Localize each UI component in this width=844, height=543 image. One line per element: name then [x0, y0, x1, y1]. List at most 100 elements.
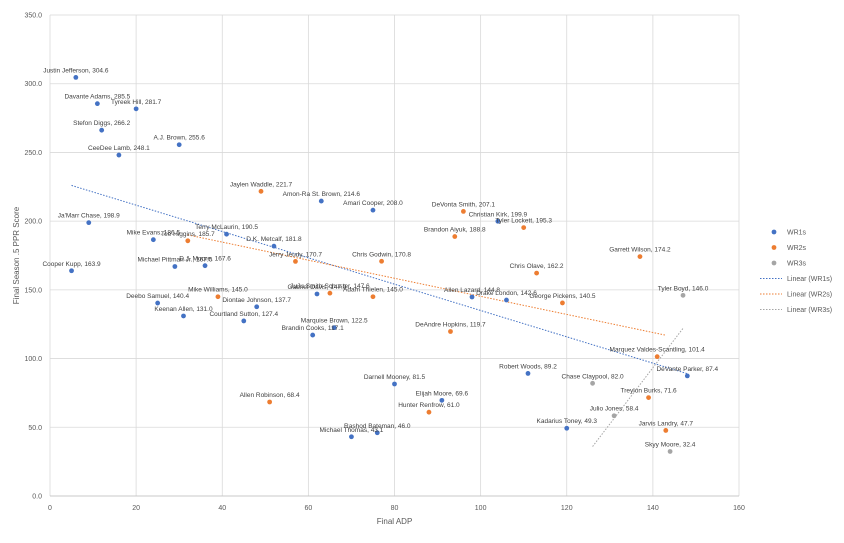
data-point [379, 258, 384, 264]
data-point [99, 127, 105, 133]
data-label: Drake London, 142.6 [476, 290, 537, 297]
x-tick-label: 60 [304, 505, 312, 512]
data-label: Christian Kirk, 199.9 [469, 211, 528, 218]
y-tick-label: 100.0 [24, 356, 42, 363]
data-point [469, 294, 475, 300]
data-point [663, 428, 669, 433]
data-point [452, 234, 458, 239]
y-tick-label: 300.0 [24, 81, 42, 88]
x-tick-label: 160 [733, 505, 745, 512]
y-tick-label: 250.0 [24, 150, 42, 157]
data-label: Marquise Brown, 122.5 [301, 318, 368, 325]
data-point [258, 188, 264, 194]
data-point [327, 290, 333, 296]
data-label: Skyy Moore, 32.4 [645, 441, 696, 448]
data-label: CeeDee Lamb, 248.1 [88, 145, 150, 152]
data-label: Michael Pittman Jr., 167.0 [137, 256, 212, 263]
data-label: Amari Cooper, 208.0 [343, 200, 403, 207]
trendline [592, 328, 684, 447]
data-point [349, 434, 354, 440]
y-tick-label: 0.0 [32, 494, 42, 501]
data-point [590, 380, 595, 386]
data-point [611, 413, 617, 419]
data-label: Chris Godwin, 170.8 [352, 251, 411, 258]
axes: 0 20 40 60 80 100 120 140 160 0.0 50.0 100.0 150.0 20… [24, 13, 744, 513]
data-label: Allen Robinson, 68.4 [240, 392, 300, 399]
data-point [654, 354, 660, 360]
data-point [314, 291, 320, 297]
data-point [637, 254, 643, 259]
data-point [224, 231, 229, 237]
data-label: Garrett Wilson, 174.2 [609, 247, 671, 254]
data-label: Treylon Burks, 71.6 [621, 388, 678, 395]
data-point [331, 325, 337, 331]
data-point [370, 207, 376, 213]
data-label: Gabriel Davis, 147.0 [288, 284, 347, 291]
data-label: JuJu Smith-Schuster, 147.6 [290, 283, 370, 290]
data-point [667, 449, 673, 454]
data-label: Tyreek Hill, 281.7 [111, 99, 162, 106]
data-point [215, 294, 221, 300]
x-axis-title: Final ADP [377, 517, 413, 526]
data-point [525, 371, 531, 376]
data-point [116, 152, 122, 158]
data-label: DeAndre Hopkins, 119.7 [415, 321, 486, 328]
data-point [684, 373, 690, 379]
data-point [254, 304, 260, 310]
y-axis-title: Final Season .5 PPR Score [12, 206, 21, 304]
x-tick-label: 100 [475, 505, 487, 512]
legend-entry: Linear (WR1s) [787, 276, 832, 283]
data-label: Tyler Lockett, 195.3 [495, 218, 552, 225]
data-point [392, 381, 397, 387]
data-label: Mike Williams, 145.0 [188, 287, 248, 294]
data-point [176, 142, 182, 148]
data-point [271, 243, 277, 249]
legend-entry: WR2s [787, 245, 807, 252]
data-label: Mike Evans, 186.5 [127, 230, 181, 237]
data-label: Jarvis Landry, 47.7 [639, 420, 694, 427]
data-label: Brandin Cooks, 117.1 [282, 325, 344, 332]
data-point [133, 106, 139, 112]
data-label: Brandon Aiyuk, 188.8 [424, 227, 486, 234]
data-label: Adam Thielen, 145.0 [343, 287, 403, 294]
data-label: Cooper Kupp, 163.9 [42, 261, 101, 268]
gridlines [49, 14, 740, 497]
y-tick-label: 350.0 [24, 13, 42, 20]
x-tick-label: 20 [132, 505, 140, 512]
data-point [267, 399, 273, 405]
data-label: Tee Higgins, 185.7 [161, 231, 215, 238]
trendlines [71, 184, 688, 447]
data-point [241, 318, 247, 324]
y-tick-label: 50.0 [28, 425, 42, 432]
legend-entry: WR3s [787, 261, 807, 268]
data-point [564, 425, 570, 431]
data-label: Deebo Samuel, 140.4 [126, 293, 189, 300]
data-label: DeVante Parker, 87.4 [656, 366, 718, 373]
data-point [461, 208, 466, 214]
data-point [318, 198, 324, 204]
data-point [150, 237, 156, 243]
data-point [86, 220, 92, 226]
data-point [448, 329, 453, 334]
data-point [181, 313, 186, 319]
data-label: Kadarius Toney, 49.3 [537, 418, 598, 425]
data-point [293, 259, 298, 264]
data-point [560, 300, 565, 306]
x-tick-label: 0 [48, 505, 52, 512]
data-points [69, 74, 690, 454]
data-point [534, 270, 540, 276]
data-point [426, 409, 432, 415]
data-point [202, 263, 208, 269]
data-point [185, 238, 191, 244]
data-label: Allen Lazard, 144.8 [444, 287, 500, 294]
legend-entry: Linear (WR2s) [787, 292, 832, 299]
data-point [495, 218, 501, 224]
trendline [187, 234, 666, 336]
data-label: D.K. Metcalf, 181.8 [246, 236, 302, 243]
data-label: Chris Olave, 162.2 [510, 263, 564, 270]
x-tick-label: 80 [391, 505, 399, 512]
data-label: George Pickens, 140.5 [529, 293, 596, 300]
data-point [374, 430, 380, 436]
